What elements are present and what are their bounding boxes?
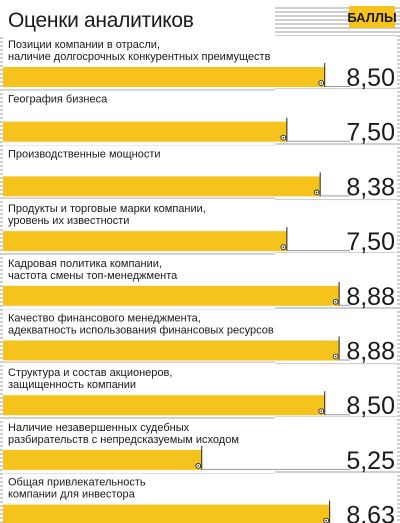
value-label: 8,38 [346,173,395,201]
category-label: География бизнеса [8,94,108,106]
bar-row: Производственные мощности 8,38 [3,145,397,201]
bar-end-dot-center [282,136,285,139]
bar-end-dot-center [282,246,285,248]
value-label: 8,63 [346,502,395,523]
bar-row: Наличие незавершенных судебных разбирател… [3,418,397,475]
bar-end-dot-center [320,82,323,84]
bar-row: Структура и состав акционеров, защищеннос… [3,364,397,420]
category-label: Качество финансового менеджмента, адекват… [8,313,274,337]
bar-end-dot-center [325,519,327,522]
bar [3,504,330,523]
value-label: 7,50 [346,228,395,256]
bar-row: Позиции компании в отрасли, наличие долго… [3,36,397,92]
bar-end-dot-center [315,191,318,194]
bar-end-dot-center [320,410,323,413]
value-label: 8,88 [346,338,395,366]
category-label: Наличие незавершенных судебных разбирател… [8,422,239,446]
value-label: 8,50 [346,64,395,92]
bar-row: Качество финансового менеджмента, адекват… [3,309,397,366]
bar-row: Продукты и торговые марки компании, урове… [3,200,397,256]
bar-end-dot-center [334,301,337,303]
bar [3,395,325,416]
category-label: Структура и состав акционеров, защищеннос… [8,367,172,391]
value-label: 8,50 [346,392,395,420]
category-label: Позиции компании в отрасли, наличие долго… [8,39,271,63]
bar-row: Кадровая политика компании, частота смены… [3,254,397,311]
category-label: Производственные мощности [8,148,161,160]
unit-badge-label: БАЛЛЫ [347,10,396,25]
chart-title: Оценки аналитиков [8,9,194,32]
bar [3,340,340,361]
category-label: Общая привлекательность компании для инве… [8,477,146,501]
unit-badge [349,6,395,28]
bar [3,176,321,197]
category-label: Продукты и торговые марки компании, урове… [8,203,206,227]
bar [3,449,202,470]
bar [3,121,287,142]
bar-end-dot-center [334,355,337,358]
category-label: Кадровая политика компании, частота смены… [8,258,178,282]
value-label: 8,88 [346,283,395,311]
value-label: 5,25 [346,447,395,475]
bar [3,67,325,87]
bar-end-dot-center [197,465,200,467]
bar [3,285,340,306]
value-label: 7,50 [346,119,395,147]
bar-row: Общая привлекательность компании для инве… [3,473,397,523]
bar [3,231,287,252]
bar-rows: Позиции компании в отрасли, наличие долго… [3,36,397,523]
bar-row: География бизнеса 7,50 [3,90,397,147]
